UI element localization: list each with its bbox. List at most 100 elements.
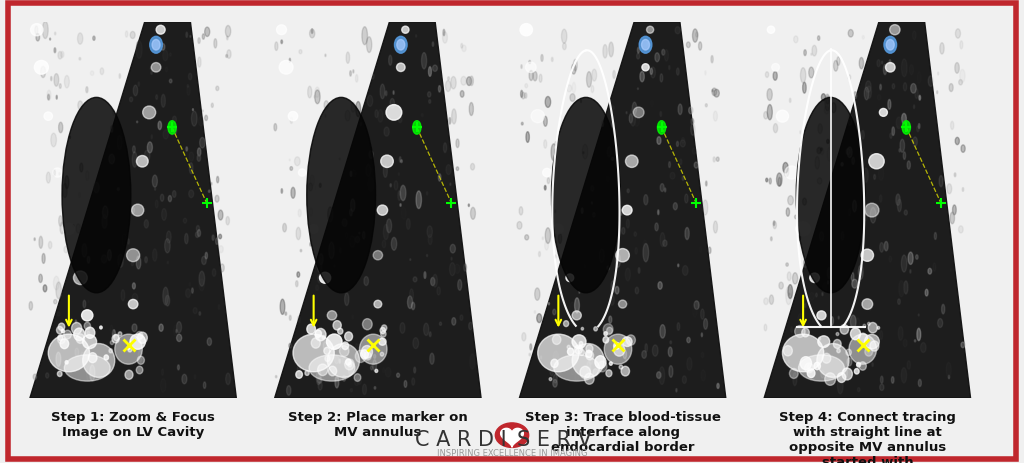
Ellipse shape <box>644 195 648 206</box>
Ellipse shape <box>56 282 61 299</box>
Ellipse shape <box>298 210 301 217</box>
Ellipse shape <box>627 219 630 229</box>
Ellipse shape <box>368 96 373 107</box>
Ellipse shape <box>184 234 188 244</box>
Ellipse shape <box>322 332 327 338</box>
Ellipse shape <box>524 235 528 240</box>
Ellipse shape <box>690 125 695 136</box>
Ellipse shape <box>890 25 900 36</box>
Ellipse shape <box>309 355 355 382</box>
Ellipse shape <box>298 169 306 177</box>
Ellipse shape <box>711 56 713 64</box>
Ellipse shape <box>635 288 639 294</box>
Ellipse shape <box>868 63 869 66</box>
Ellipse shape <box>161 195 164 202</box>
Ellipse shape <box>598 362 607 372</box>
Ellipse shape <box>189 37 191 38</box>
Ellipse shape <box>457 168 459 171</box>
Ellipse shape <box>787 272 792 281</box>
Ellipse shape <box>632 103 637 115</box>
Ellipse shape <box>65 176 69 189</box>
Ellipse shape <box>830 317 834 325</box>
Ellipse shape <box>375 111 378 119</box>
Ellipse shape <box>618 300 627 308</box>
Ellipse shape <box>854 369 859 374</box>
Ellipse shape <box>903 152 905 160</box>
Ellipse shape <box>650 100 653 107</box>
Ellipse shape <box>525 84 527 88</box>
Ellipse shape <box>659 112 662 117</box>
Ellipse shape <box>613 343 620 350</box>
Ellipse shape <box>609 43 613 58</box>
Ellipse shape <box>776 111 788 123</box>
Ellipse shape <box>606 334 609 339</box>
Ellipse shape <box>88 353 97 363</box>
Ellipse shape <box>878 95 881 101</box>
Ellipse shape <box>188 74 191 81</box>
Ellipse shape <box>308 183 312 192</box>
Ellipse shape <box>673 203 677 210</box>
Ellipse shape <box>787 360 790 363</box>
Ellipse shape <box>53 170 55 176</box>
Ellipse shape <box>821 94 825 101</box>
Ellipse shape <box>399 157 401 163</box>
Ellipse shape <box>850 139 852 141</box>
Ellipse shape <box>340 346 349 357</box>
Ellipse shape <box>198 230 201 237</box>
Ellipse shape <box>642 351 646 358</box>
Ellipse shape <box>581 343 584 350</box>
Ellipse shape <box>43 285 47 292</box>
Ellipse shape <box>851 328 860 340</box>
Ellipse shape <box>586 199 588 202</box>
Ellipse shape <box>899 150 900 153</box>
Ellipse shape <box>611 122 614 128</box>
Ellipse shape <box>884 65 887 75</box>
Ellipse shape <box>919 380 922 387</box>
Ellipse shape <box>215 196 219 203</box>
Ellipse shape <box>296 371 302 378</box>
Ellipse shape <box>305 371 309 375</box>
Ellipse shape <box>225 56 227 58</box>
Ellipse shape <box>798 233 801 241</box>
Ellipse shape <box>87 332 89 335</box>
Ellipse shape <box>615 249 630 263</box>
Ellipse shape <box>880 243 884 253</box>
Ellipse shape <box>669 347 672 357</box>
Ellipse shape <box>901 256 907 272</box>
Ellipse shape <box>458 280 462 291</box>
Ellipse shape <box>892 128 895 136</box>
Ellipse shape <box>407 219 411 230</box>
Ellipse shape <box>866 247 871 263</box>
Ellipse shape <box>939 176 943 188</box>
Ellipse shape <box>311 338 321 349</box>
Ellipse shape <box>773 221 775 226</box>
Ellipse shape <box>950 213 954 224</box>
Ellipse shape <box>854 93 857 100</box>
Ellipse shape <box>583 152 584 154</box>
Ellipse shape <box>384 128 389 137</box>
Ellipse shape <box>219 235 221 239</box>
Ellipse shape <box>87 257 90 263</box>
Ellipse shape <box>339 159 340 161</box>
Ellipse shape <box>58 324 65 331</box>
Ellipse shape <box>888 100 891 110</box>
Ellipse shape <box>949 84 953 92</box>
Ellipse shape <box>85 363 86 365</box>
Ellipse shape <box>456 140 459 148</box>
Ellipse shape <box>842 368 852 380</box>
Ellipse shape <box>150 37 163 54</box>
Ellipse shape <box>535 311 536 314</box>
Text: Step 2: Place marker on
MV annulus: Step 2: Place marker on MV annulus <box>288 410 468 438</box>
Ellipse shape <box>112 335 119 343</box>
Ellipse shape <box>701 352 703 358</box>
Ellipse shape <box>65 76 70 89</box>
Ellipse shape <box>324 348 330 355</box>
Ellipse shape <box>397 191 401 201</box>
Ellipse shape <box>867 323 870 325</box>
Ellipse shape <box>520 91 522 98</box>
Ellipse shape <box>437 288 440 295</box>
Ellipse shape <box>451 77 456 90</box>
Ellipse shape <box>429 332 431 337</box>
Ellipse shape <box>547 178 550 184</box>
Ellipse shape <box>200 138 205 149</box>
